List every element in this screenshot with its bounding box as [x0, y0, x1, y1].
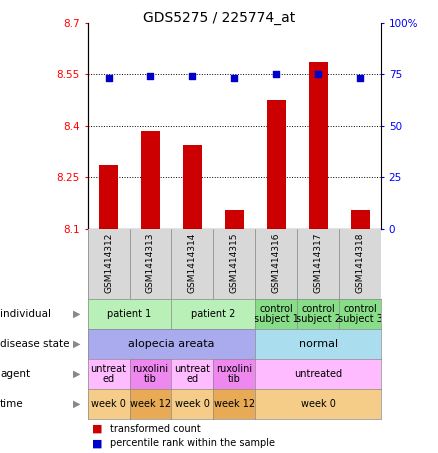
- Text: week 12: week 12: [130, 399, 171, 409]
- Point: [231, 75, 238, 82]
- Text: ruxolini
tib: ruxolini tib: [216, 364, 252, 385]
- Text: ruxolini
tib: ruxolini tib: [132, 364, 169, 385]
- Text: patient 1: patient 1: [107, 309, 152, 319]
- Bar: [309, 62, 328, 229]
- Text: GSM1414313: GSM1414313: [146, 232, 155, 293]
- Text: GSM1414312: GSM1414312: [104, 232, 113, 293]
- Point: [105, 75, 112, 82]
- Text: ▶: ▶: [73, 339, 81, 349]
- Text: GDS5275 / 225774_at: GDS5275 / 225774_at: [143, 11, 295, 25]
- Text: disease state: disease state: [0, 339, 70, 349]
- Text: ▶: ▶: [73, 399, 81, 409]
- Text: week 12: week 12: [214, 399, 255, 409]
- Text: agent: agent: [0, 369, 30, 379]
- Bar: [267, 100, 286, 229]
- Text: week 0: week 0: [175, 399, 210, 409]
- Text: percentile rank within the sample: percentile rank within the sample: [110, 439, 275, 448]
- Bar: [183, 145, 202, 229]
- Text: GSM1414316: GSM1414316: [272, 232, 281, 293]
- Text: individual: individual: [0, 309, 51, 319]
- Text: transformed count: transformed count: [110, 424, 200, 434]
- Bar: [225, 210, 244, 229]
- Text: week 0: week 0: [91, 399, 126, 409]
- Text: ▶: ▶: [73, 369, 81, 379]
- Point: [314, 71, 321, 78]
- Text: GSM1414317: GSM1414317: [314, 232, 323, 293]
- Bar: [88, 229, 381, 299]
- Point: [147, 72, 154, 80]
- Text: control
subject 1: control subject 1: [254, 304, 299, 324]
- Text: ▶: ▶: [73, 309, 81, 319]
- Text: week 0: week 0: [301, 399, 336, 409]
- Text: GSM1414314: GSM1414314: [188, 232, 197, 293]
- Text: control
subject 2: control subject 2: [296, 304, 341, 324]
- Bar: [99, 165, 118, 229]
- Text: untreat
ed: untreat ed: [174, 364, 210, 385]
- Text: untreated: untreated: [294, 369, 342, 379]
- Bar: [351, 210, 370, 229]
- Text: control
subject 3: control subject 3: [338, 304, 382, 324]
- Text: GSM1414315: GSM1414315: [230, 232, 239, 293]
- Bar: [141, 131, 160, 229]
- Text: alopecia areata: alopecia areata: [128, 339, 215, 349]
- Point: [273, 71, 280, 78]
- Point: [357, 75, 364, 82]
- Point: [189, 72, 196, 80]
- Text: untreat
ed: untreat ed: [91, 364, 127, 385]
- Text: ■: ■: [92, 424, 102, 434]
- Text: GSM1414318: GSM1414318: [356, 232, 364, 293]
- Text: normal: normal: [299, 339, 338, 349]
- Text: time: time: [0, 399, 24, 409]
- Text: patient 2: patient 2: [191, 309, 236, 319]
- Text: ■: ■: [92, 439, 102, 448]
